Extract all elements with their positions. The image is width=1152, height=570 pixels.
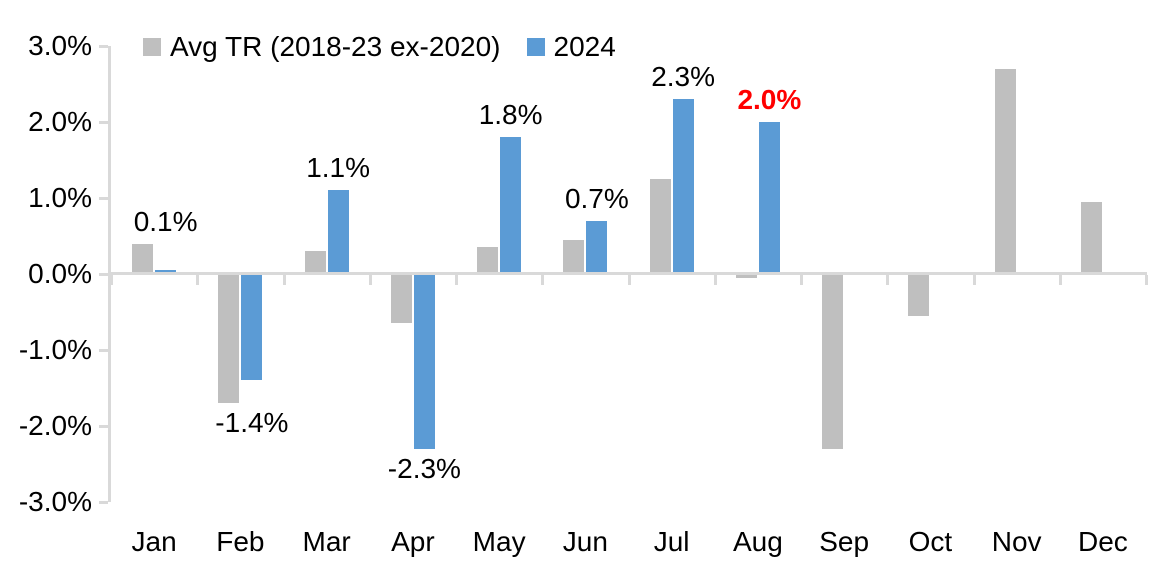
- bar-avg-tr-apr: [390, 274, 412, 324]
- y-axis-tick: [99, 425, 108, 428]
- legend-label-2024: 2024: [553, 31, 616, 62]
- bar-avg-tr-aug: [735, 274, 757, 278]
- bar-avg-tr-dec: [1080, 201, 1102, 274]
- bar-2024-apr: [413, 274, 435, 449]
- x-label-jul: Jul: [653, 526, 690, 557]
- data-label-feb: -1.4%: [215, 407, 289, 439]
- x-axis-line: [108, 272, 1147, 275]
- x-axis-tick: [627, 275, 631, 285]
- data-label-may: 1.8%: [478, 99, 543, 131]
- x-label-dec: Dec: [1077, 526, 1128, 557]
- y-axis-tick: [99, 45, 108, 48]
- x-axis-tick: [713, 275, 717, 285]
- y-axis-tick: [99, 501, 108, 504]
- x-axis-tick: [1145, 275, 1148, 285]
- y-tick-label--1.0pct: -1.0%: [18, 334, 92, 365]
- x-axis-tick: [1058, 275, 1062, 285]
- legend-item-2024: 2024: [526, 30, 616, 64]
- bar-avg-tr-jul: [649, 179, 671, 274]
- y-axis-tick: [99, 197, 108, 200]
- x-label-oct: Oct: [908, 526, 953, 557]
- legend: Avg TR (2018-23 ex-2020) 2024: [143, 30, 616, 64]
- legend-item-avg-tr: Avg TR (2018-23 ex-2020): [143, 30, 501, 64]
- x-axis-tick: [282, 275, 286, 285]
- y-tick-label--3.0pct: -3.0%: [18, 486, 92, 517]
- bar-2024-feb: [241, 274, 263, 381]
- x-axis-tick: [455, 275, 458, 285]
- y-axis-tick: [99, 349, 108, 352]
- data-label-jun: 0.7%: [564, 182, 629, 214]
- x-label-feb: Feb: [216, 526, 265, 557]
- y-tick-label-2.0pct: 2.0%: [28, 106, 92, 137]
- y-tick-label-1.0pct: 1.0%: [28, 182, 92, 213]
- data-label-mar: 1.1%: [306, 152, 371, 184]
- x-axis-tick: [886, 275, 890, 285]
- bar-2024-aug: [758, 122, 780, 274]
- bar-avg-tr-jan: [132, 243, 154, 274]
- bar-avg-tr-oct: [908, 274, 930, 316]
- data-label-jul: 2.3%: [651, 61, 716, 93]
- data-label-apr: -2.3%: [387, 452, 461, 484]
- y-tick-label-0.0pct: 0.0%: [28, 258, 92, 289]
- bar-avg-tr-sep: [822, 274, 844, 449]
- x-label-nov: Nov: [991, 526, 1042, 557]
- data-label-jan: 0.1%: [133, 205, 198, 237]
- bar-2024-jun: [586, 220, 608, 274]
- x-label-sep: Sep: [819, 526, 870, 557]
- y-axis-tick: [99, 273, 108, 276]
- x-axis-tick: [196, 275, 200, 285]
- data-label-aug: 2.0%: [737, 84, 802, 115]
- bar-2024-may: [500, 137, 522, 274]
- bar-avg-tr-feb: [218, 274, 240, 404]
- x-label-jun: Jun: [562, 526, 608, 557]
- bar-2024-jul: [672, 99, 694, 274]
- x-axis-tick: [541, 275, 545, 285]
- legend-label-avg-tr: Avg TR (2018-23 ex-2020): [170, 31, 501, 62]
- bar-2024-mar: [327, 190, 349, 274]
- legend-swatch-2024: [526, 38, 545, 56]
- bar-avg-tr-jun: [563, 239, 585, 274]
- bar-avg-tr-may: [477, 247, 499, 274]
- y-tick-label-3.0pct: 3.0%: [28, 30, 92, 61]
- bar-avg-tr-nov: [994, 68, 1016, 274]
- x-label-apr: Apr: [391, 526, 435, 557]
- x-axis-tick: [110, 275, 113, 285]
- x-axis-tick: [972, 275, 976, 285]
- x-axis-tick: [800, 275, 803, 285]
- x-label-mar: Mar: [302, 526, 351, 557]
- x-label-may: May: [472, 526, 526, 557]
- y-axis-tick: [99, 121, 108, 124]
- legend-swatch-avg-tr: [143, 38, 161, 56]
- bar-avg-tr-mar: [304, 251, 326, 274]
- x-axis-tick: [368, 275, 372, 285]
- x-label-aug: Aug: [732, 526, 783, 557]
- y-tick-label--2.0pct: -2.0%: [18, 410, 92, 441]
- x-label-jan: Jan: [131, 526, 177, 557]
